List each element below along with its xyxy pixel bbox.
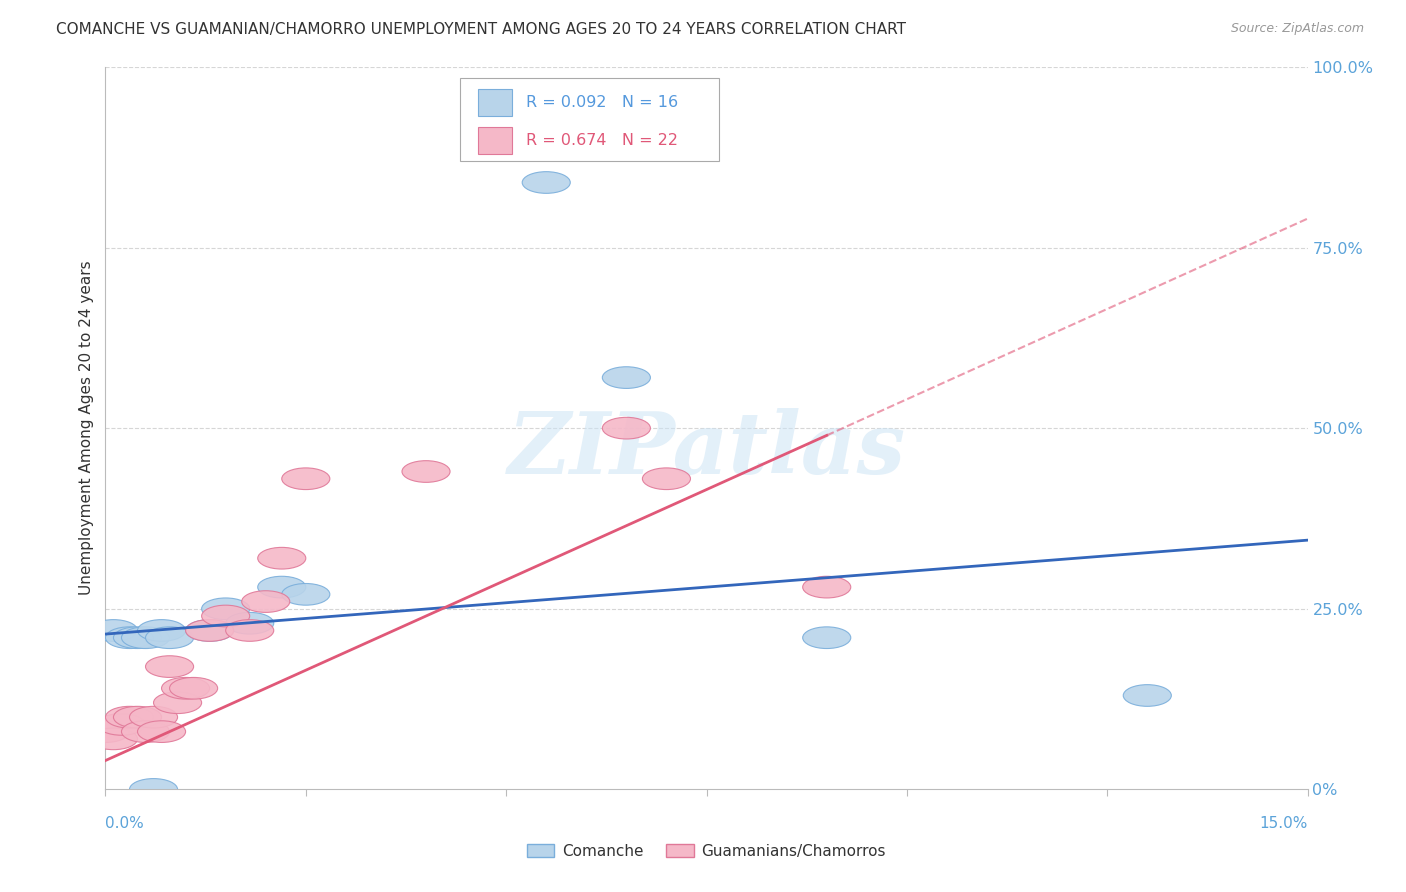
Ellipse shape bbox=[257, 548, 307, 569]
Text: Source: ZipAtlas.com: Source: ZipAtlas.com bbox=[1230, 22, 1364, 36]
Ellipse shape bbox=[803, 576, 851, 598]
Ellipse shape bbox=[146, 627, 194, 648]
Ellipse shape bbox=[121, 627, 170, 648]
Ellipse shape bbox=[225, 613, 274, 634]
Ellipse shape bbox=[138, 721, 186, 742]
Ellipse shape bbox=[201, 598, 250, 620]
Ellipse shape bbox=[105, 706, 153, 728]
Ellipse shape bbox=[186, 620, 233, 641]
Ellipse shape bbox=[97, 714, 146, 735]
Text: 15.0%: 15.0% bbox=[1260, 816, 1308, 830]
Ellipse shape bbox=[643, 468, 690, 490]
Ellipse shape bbox=[121, 721, 170, 742]
Ellipse shape bbox=[105, 627, 153, 648]
Ellipse shape bbox=[114, 706, 162, 728]
Ellipse shape bbox=[1123, 685, 1171, 706]
Ellipse shape bbox=[522, 171, 571, 194]
Ellipse shape bbox=[803, 627, 851, 648]
Ellipse shape bbox=[281, 468, 330, 490]
Ellipse shape bbox=[186, 620, 233, 641]
Ellipse shape bbox=[602, 417, 651, 439]
FancyBboxPatch shape bbox=[478, 127, 512, 154]
FancyBboxPatch shape bbox=[478, 89, 512, 116]
Legend: Comanche, Guamanians/Chamorros: Comanche, Guamanians/Chamorros bbox=[520, 838, 893, 865]
Ellipse shape bbox=[90, 728, 138, 749]
Ellipse shape bbox=[138, 620, 186, 641]
Text: R = 0.092   N = 16: R = 0.092 N = 16 bbox=[526, 95, 678, 110]
Ellipse shape bbox=[129, 779, 177, 800]
Ellipse shape bbox=[602, 367, 651, 388]
Text: ZIPatlas: ZIPatlas bbox=[508, 408, 905, 491]
Ellipse shape bbox=[90, 620, 138, 641]
Text: 0.0%: 0.0% bbox=[105, 816, 145, 830]
Ellipse shape bbox=[82, 721, 129, 742]
Y-axis label: Unemployment Among Ages 20 to 24 years: Unemployment Among Ages 20 to 24 years bbox=[79, 260, 94, 596]
Ellipse shape bbox=[170, 677, 218, 699]
Ellipse shape bbox=[225, 620, 274, 641]
Ellipse shape bbox=[201, 605, 250, 627]
Ellipse shape bbox=[281, 583, 330, 605]
Ellipse shape bbox=[153, 692, 201, 714]
Ellipse shape bbox=[242, 591, 290, 613]
FancyBboxPatch shape bbox=[460, 78, 718, 161]
Text: COMANCHE VS GUAMANIAN/CHAMORRO UNEMPLOYMENT AMONG AGES 20 TO 24 YEARS CORRELATIO: COMANCHE VS GUAMANIAN/CHAMORRO UNEMPLOYM… bbox=[56, 22, 907, 37]
Ellipse shape bbox=[129, 706, 177, 728]
Ellipse shape bbox=[146, 656, 194, 677]
Ellipse shape bbox=[162, 677, 209, 699]
Text: R = 0.674   N = 22: R = 0.674 N = 22 bbox=[526, 133, 678, 148]
Ellipse shape bbox=[402, 460, 450, 483]
Ellipse shape bbox=[257, 576, 307, 598]
Ellipse shape bbox=[114, 627, 162, 648]
